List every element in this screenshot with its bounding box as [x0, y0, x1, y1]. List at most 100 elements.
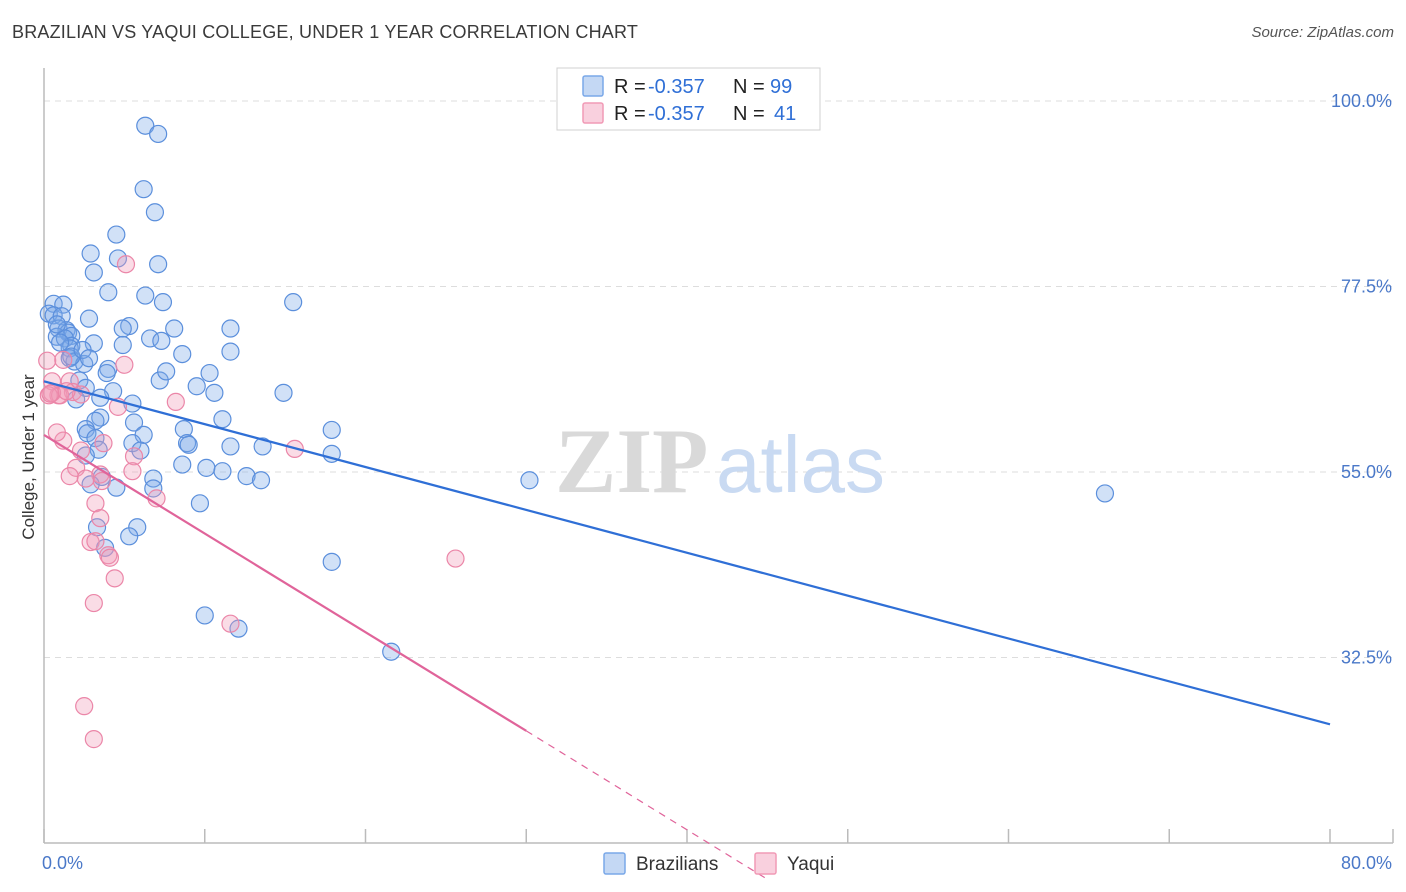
point-yaqui [91, 509, 110, 528]
point-brazilians [197, 458, 216, 477]
point-brazilians [274, 383, 293, 402]
point-brazilians [144, 469, 163, 488]
point-brazilians [134, 180, 153, 199]
legend-r-value-2: -0.357 [648, 103, 705, 125]
point-yaqui [116, 255, 136, 274]
legend-n-label-1: N = [733, 76, 765, 98]
legend-box: R = -0.357 N = 99 R = -0.357 N = 41 [556, 67, 821, 131]
trend-lines [43, 380, 1331, 880]
point-brazilians [157, 362, 176, 381]
point-yaqui [60, 372, 79, 391]
point-yaqui [115, 355, 134, 374]
bottom-legend-swatch-brazilians [603, 852, 626, 875]
point-brazilians [79, 309, 99, 328]
point-brazilians [81, 475, 100, 494]
point-yaqui [54, 350, 73, 369]
y-tick-label: 100.0% [1331, 91, 1392, 111]
point-brazilians [284, 293, 303, 312]
point-yaqui [60, 467, 79, 486]
point-brazilians [113, 335, 132, 355]
point-brazilians [152, 331, 171, 350]
point-brazilians [173, 344, 192, 364]
legend-swatch-brazilians [582, 75, 604, 97]
point-brazilians [213, 410, 232, 429]
point-yaqui [76, 469, 95, 488]
point-brazilians [153, 293, 173, 312]
point-brazilians [84, 263, 103, 282]
y-tick-labels: 100.0% 77.5% 55.0% 32.5% [1331, 91, 1392, 668]
bottom-legend: Brazilians Yaqui [603, 852, 834, 875]
gridlines [44, 100, 1393, 658]
point-yaqui [92, 471, 111, 491]
point-yaqui [94, 434, 113, 453]
point-brazilians [144, 479, 163, 498]
point-yaqui [84, 593, 103, 613]
point-brazilians [91, 408, 110, 427]
point-yaqui [38, 351, 57, 370]
point-brazilians [149, 255, 168, 274]
point-brazilians [221, 319, 240, 338]
y-tick-label: 55.0% [1341, 462, 1392, 482]
point-yaqui [105, 569, 124, 588]
bottom-legend-label-brazilians: Brazilians [636, 854, 718, 875]
point-yaqui [84, 730, 103, 749]
point-yaqui [166, 392, 185, 412]
point-brazilians [136, 286, 155, 305]
point-yaqui [100, 548, 120, 567]
point-brazilians [70, 371, 89, 390]
point-brazilians [136, 116, 155, 135]
legend-n-value-1: 99 [770, 76, 792, 98]
point-brazilians [179, 435, 198, 454]
chart-title: BRAZILIAN VS YAQUI COLLEGE, UNDER 1 YEAR… [12, 22, 639, 42]
point-brazilians [221, 437, 240, 456]
legend-r-value-1: -0.357 [648, 76, 705, 98]
point-brazilians [81, 244, 100, 263]
y-axis-label: College, Under 1 year [19, 374, 38, 540]
point-brazilians [50, 333, 70, 352]
bottom-legend-swatch-yaqui [754, 852, 777, 875]
point-yaqui [124, 447, 144, 466]
point-brazilians [195, 606, 214, 625]
point-yaqui [86, 532, 105, 551]
bottom-legend-label-yaqui: Yaqui [787, 854, 834, 875]
legend-r-label-2: R = [614, 103, 646, 125]
point-brazilians [149, 124, 168, 144]
point-brazilians [253, 437, 272, 456]
trend-line-brazilians [43, 380, 1331, 726]
point-brazilians [200, 363, 219, 383]
point-brazilians [382, 642, 401, 661]
point-brazilians [322, 420, 341, 440]
trend-line-yaqui [43, 433, 527, 732]
point-brazilians [47, 315, 66, 334]
point-brazilians [107, 225, 126, 244]
point-brazilians [221, 342, 240, 361]
point-yaqui [41, 384, 60, 403]
point-brazilians [124, 413, 144, 432]
point-brazilians [145, 203, 165, 222]
point-brazilians [520, 471, 539, 490]
point-brazilians [165, 319, 184, 338]
point-yaqui [221, 614, 240, 633]
point-brazilians [322, 552, 341, 571]
trend-line-yaqui-extrapolated [525, 730, 768, 880]
point-brazilians [140, 329, 160, 348]
point-brazilians [187, 377, 206, 396]
legend-n-value-2: 41 [774, 103, 796, 125]
point-brazilians [251, 471, 271, 490]
point-yaqui [123, 462, 142, 481]
point-brazilians [97, 363, 116, 383]
point-brazilians [113, 319, 132, 338]
point-brazilians [205, 383, 224, 402]
point-brazilians [79, 349, 99, 368]
legend-swatch-yaqui [582, 102, 604, 124]
x-tick-label-max: 80.0% [1341, 853, 1392, 873]
point-brazilians [1095, 484, 1115, 503]
legend-r-label-1: R = [614, 76, 646, 98]
series-brazilians [39, 116, 1115, 661]
legend-n-label-2: N = [733, 103, 765, 125]
x-axis [43, 829, 1394, 844]
y-tick-label: 77.5% [1341, 276, 1392, 296]
point-yaqui [47, 423, 66, 442]
point-brazilians [150, 371, 169, 390]
